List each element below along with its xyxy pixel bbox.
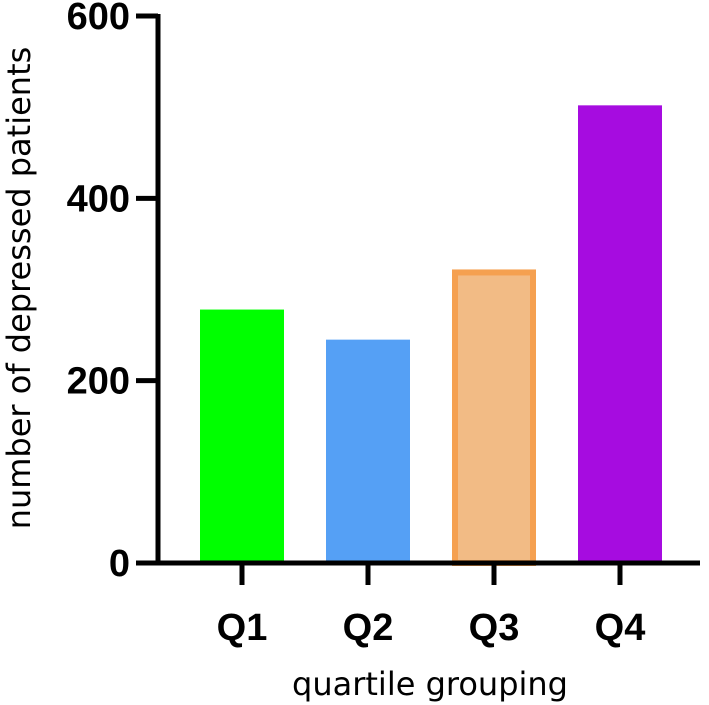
x-tick-label-q1: Q1 [217,607,268,649]
x-tick-label-q2: Q2 [343,607,394,649]
y-ticks-group: 0 200 400 600 [67,0,158,585]
y-tick-label: 600 [67,0,130,38]
bar-q4 [578,105,662,564]
x-tick-label-q3: Q3 [469,607,520,649]
x-axis-title: quartile grouping [292,665,568,703]
y-axis-title: number of depressed patients [0,47,38,530]
y-tick-label: 400 [67,178,130,220]
axes-group [155,14,700,566]
bars-group [200,105,662,566]
bar-q3 [452,269,536,566]
x-ticks-group: Q1 Q2 Q3 Q4 [217,563,646,649]
y-tick-label: 0 [109,543,130,585]
x-tick-label-q4: Q4 [595,607,646,649]
bar-q2 [326,339,410,563]
bar-q1 [200,309,284,563]
y-tick-label: 200 [67,361,130,403]
